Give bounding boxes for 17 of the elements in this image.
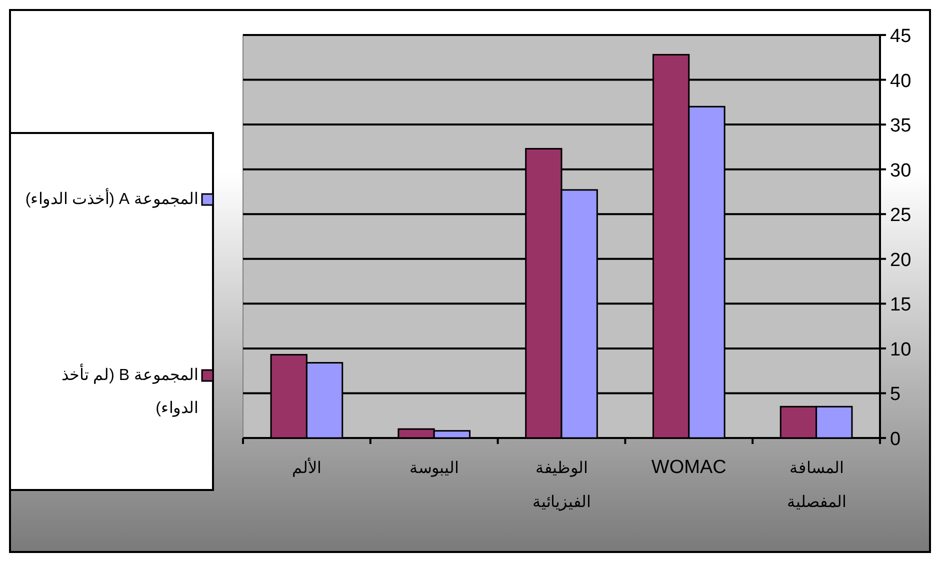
x-tick-label: اليبوسة	[410, 460, 459, 477]
x-tick-label: WOMAC	[651, 457, 726, 478]
legend-label: المجموعة B (لم تأخذ الدواء)	[60, 362, 198, 419]
y-tick-label: 45	[890, 26, 912, 47]
y-tick-label: 15	[890, 294, 912, 316]
y-tick-label: 0	[890, 429, 901, 450]
y-tick-label: 40	[890, 70, 912, 92]
y-tick-label: 5	[890, 384, 901, 406]
y-tick-label: 20	[890, 250, 912, 271]
legend-label: المجموعة A (أخذت الدواء)	[24, 187, 198, 210]
x-tick-label: المسافة المفصلية	[786, 460, 846, 511]
y-tick-label: 25	[890, 205, 912, 226]
x-tick-label: الوظيفة الفيزيائية	[532, 460, 590, 511]
y-tick-label: 10	[890, 339, 912, 360]
y-tick-label: 35	[890, 116, 912, 137]
x-tick-label: الألم	[292, 458, 322, 477]
y-tick-label: 30	[890, 160, 912, 182]
